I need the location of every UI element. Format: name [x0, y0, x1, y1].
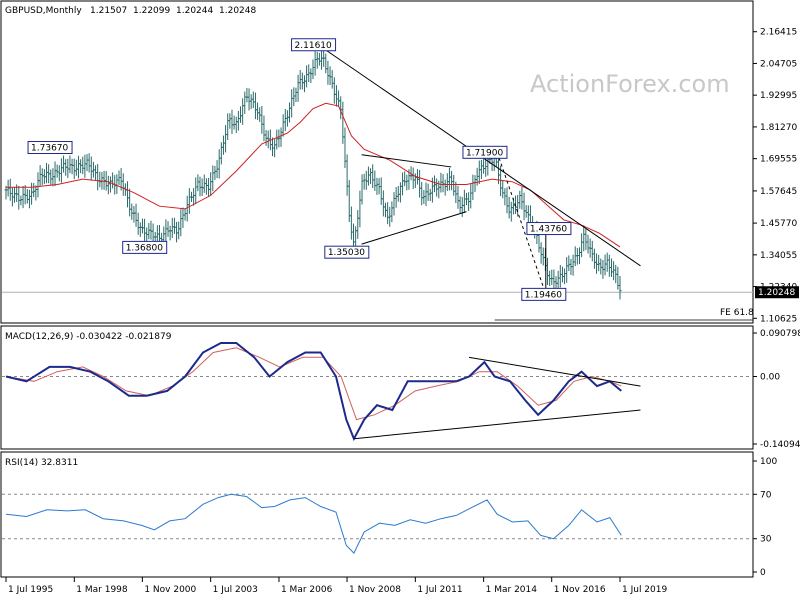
price-label-box [27, 141, 73, 155]
time-tick-label: 1 Nov 2008 [349, 585, 401, 595]
price-trendline [361, 211, 467, 245]
rsi-axis: 100 70 30 0 [753, 457, 777, 578]
fe-label: FE 61.8 [720, 308, 754, 318]
price-tick-label: 1.92995 [760, 91, 797, 101]
price-tick-label: 1.69555 [760, 155, 797, 165]
watermark: ActionForex.com [530, 70, 730, 98]
price-tick-label: 1.45770 [760, 219, 797, 229]
price-label-text: 1.73670 [31, 144, 68, 154]
time-tick-label: 1 Mar 2014 [486, 585, 538, 595]
price-axis: 2.16415 2.04705 1.92995 1.81270 1.69555 1.576… [2, 28, 799, 324]
price-trendline [361, 154, 452, 168]
price-label-text: 1.71900 [466, 148, 503, 158]
macd-trendline [468, 356, 641, 387]
macd-signal-line [5, 347, 622, 421]
price-tick-label: 1.57645 [760, 187, 797, 197]
time-tick-label: 1 Nov 2016 [554, 585, 606, 595]
price-label-text: 1.35030 [328, 248, 365, 258]
price-label-text: 1.19460 [525, 290, 562, 300]
rsi-tick-label: 0 [760, 568, 766, 578]
price-label-box [462, 145, 508, 159]
time-tick-label: 1 Jul 2011 [417, 585, 462, 595]
price-trendline [496, 152, 547, 295]
price-title: GBPUSD,Monthly [5, 6, 82, 16]
rsi-series-layer [2, 493, 753, 554]
rsi-tick-label: 70 [760, 490, 772, 500]
macd-tick-label: 0.00 [760, 372, 780, 382]
price-label-box [324, 245, 370, 259]
price-tick-label: 2.16415 [760, 28, 797, 38]
price-label-box [521, 287, 567, 301]
macd-line [5, 342, 622, 442]
macd-tick-label: 0.090798 [760, 329, 800, 339]
ohlc-high: 1.22099 [133, 6, 170, 16]
macd-panel-frame [0, 325, 754, 450]
macd-title: MACD(12,26,9) -0.030422 -0.021879 [5, 332, 172, 342]
price-tick-label: 1.81270 [760, 123, 797, 133]
price-label-box [526, 222, 572, 236]
last-price-label: 1.20248 [758, 288, 795, 298]
price-series-layer: 2.11610 1.73670 1.36800 1.35030 1.71900 1.437… [4, 38, 641, 301]
macd-trendline [353, 409, 641, 440]
rsi-tick-label: 100 [760, 457, 777, 467]
price-label-text: 1.43760 [530, 225, 567, 235]
rsi-panel-frame [0, 451, 754, 578]
time-tick-label: 1 Jul 2019 [622, 585, 667, 595]
time-tick-label: 1 Jul 2003 [213, 585, 258, 595]
ohlc-low: 1.20244 [176, 6, 213, 16]
macd-series-layer [2, 342, 753, 442]
rsi-title: RSI(14) 32.8311 [5, 458, 78, 468]
ohlc-open: 1.21507 [90, 6, 127, 16]
macd-tick-label: -0.14094 [760, 440, 800, 450]
rsi-tick-label: 30 [760, 535, 772, 545]
price-label-text: 2.11610 [295, 41, 332, 51]
time-tick-label: 1 Mar 2006 [281, 585, 333, 595]
price-panel-frame [0, 0, 754, 324]
rsi-line [5, 493, 622, 554]
price-label-text: 1.36800 [126, 243, 163, 253]
price-tick-label: 1.10625 [760, 314, 797, 324]
price-label-box [291, 38, 337, 52]
last-price-box [755, 286, 799, 299]
time-tick-label: 1 Mar 1998 [76, 585, 128, 595]
time-axis: 1 Jul 1995 1 Mar 1998 1 Nov 2000 1 Jul 2003… [5, 577, 667, 595]
time-tick-label: 1 Nov 2000 [144, 585, 196, 595]
macd-axis: 0.090798 0.00 -0.14094 [753, 329, 800, 450]
ohlc-close: 1.20248 [219, 6, 256, 16]
price-tick-label: 2.04705 [760, 59, 797, 69]
price-tick-label: 1.34055 [760, 251, 797, 261]
time-tick-label: 1 Jul 1995 [8, 585, 53, 595]
price-label-box [122, 240, 168, 254]
